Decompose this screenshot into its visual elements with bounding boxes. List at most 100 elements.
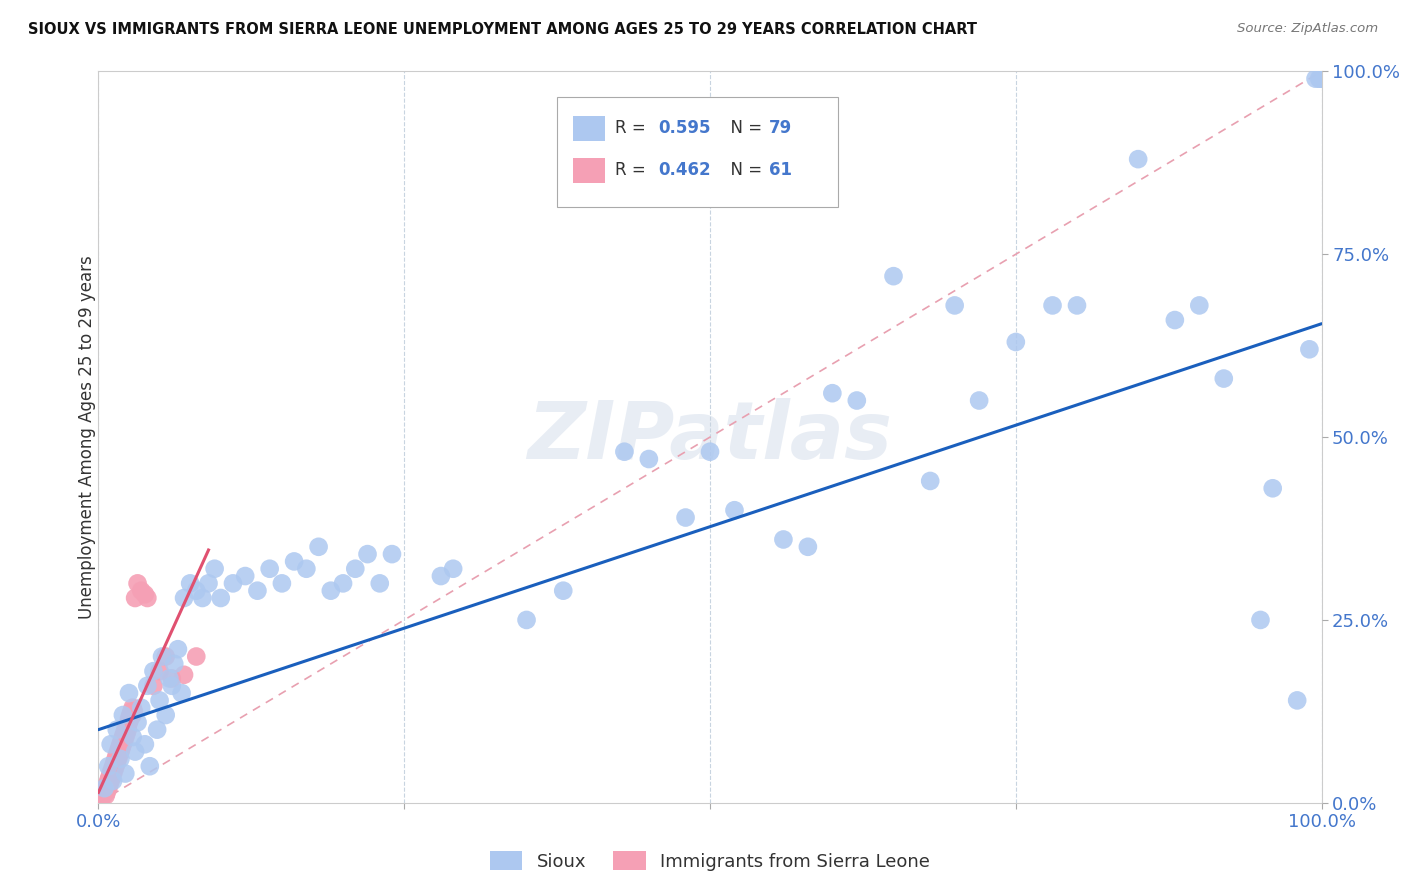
Point xyxy=(222,576,245,591)
Point xyxy=(129,583,152,598)
Point xyxy=(107,745,129,759)
Text: 0.462: 0.462 xyxy=(658,161,711,179)
Point xyxy=(1004,334,1026,349)
Point xyxy=(111,730,134,744)
Point xyxy=(332,576,354,591)
Point xyxy=(1164,313,1187,327)
Point xyxy=(1310,71,1333,86)
Text: R =: R = xyxy=(614,161,651,179)
Point xyxy=(139,759,162,773)
Point xyxy=(100,737,122,751)
Point xyxy=(150,649,173,664)
Point xyxy=(259,562,281,576)
Point xyxy=(967,393,990,408)
Point xyxy=(155,708,177,723)
Point xyxy=(142,679,165,693)
Point xyxy=(110,752,132,766)
FancyBboxPatch shape xyxy=(574,158,605,183)
FancyBboxPatch shape xyxy=(574,116,605,141)
Point xyxy=(120,705,142,719)
Point xyxy=(112,733,135,747)
Legend: Sioux, Immigrants from Sierra Leone: Sioux, Immigrants from Sierra Leone xyxy=(482,844,938,878)
Point xyxy=(204,562,226,576)
Point xyxy=(129,700,152,714)
Point xyxy=(124,745,146,759)
Point xyxy=(105,756,128,770)
Point xyxy=(93,781,115,796)
Point xyxy=(107,752,129,766)
Point xyxy=(121,700,143,714)
Point xyxy=(149,664,172,678)
Point xyxy=(772,533,794,547)
Point xyxy=(114,723,136,737)
Point xyxy=(1128,152,1150,166)
Point xyxy=(191,591,214,605)
Point xyxy=(112,726,135,740)
Point xyxy=(136,591,159,605)
Point xyxy=(122,705,145,719)
Point xyxy=(157,672,180,686)
Point xyxy=(134,587,156,601)
Point xyxy=(127,576,149,591)
Point xyxy=(381,547,404,561)
Point xyxy=(1212,371,1234,385)
Point xyxy=(246,583,269,598)
Point xyxy=(845,393,868,408)
Text: SIOUX VS IMMIGRANTS FROM SIERRA LEONE UNEMPLOYMENT AMONG AGES 25 TO 29 YEARS COR: SIOUX VS IMMIGRANTS FROM SIERRA LEONE UN… xyxy=(28,22,977,37)
Point xyxy=(97,773,120,788)
Point xyxy=(117,723,139,737)
Point xyxy=(638,452,661,467)
Point xyxy=(103,756,125,770)
Point xyxy=(170,686,193,700)
Point xyxy=(104,752,127,766)
Point xyxy=(356,547,378,561)
Point xyxy=(100,766,122,780)
Point xyxy=(821,386,844,401)
Point xyxy=(515,613,537,627)
Point xyxy=(93,787,115,801)
Point xyxy=(114,730,136,744)
Point xyxy=(96,785,118,799)
Point xyxy=(136,679,159,693)
Point xyxy=(943,298,966,312)
Point xyxy=(115,719,138,733)
Text: 0.595: 0.595 xyxy=(658,120,711,137)
Point xyxy=(167,642,190,657)
Point xyxy=(344,562,367,576)
Text: ZIPatlas: ZIPatlas xyxy=(527,398,893,476)
Point xyxy=(186,583,208,598)
Point xyxy=(103,763,125,777)
Point xyxy=(121,730,143,744)
Point xyxy=(101,759,124,773)
Point xyxy=(98,777,121,792)
Point xyxy=(100,773,122,788)
Point xyxy=(93,785,115,799)
Point xyxy=(160,679,183,693)
Point xyxy=(197,576,219,591)
Point xyxy=(723,503,745,517)
Point xyxy=(1309,71,1331,86)
Point xyxy=(209,591,232,605)
Point xyxy=(98,770,121,784)
Point xyxy=(101,766,124,780)
Point xyxy=(120,712,142,726)
Point xyxy=(146,723,169,737)
Point xyxy=(553,583,575,598)
Point xyxy=(108,748,131,763)
Text: 79: 79 xyxy=(769,120,792,137)
Point xyxy=(797,540,820,554)
Point xyxy=(1042,298,1064,312)
Point xyxy=(105,748,128,763)
Text: 61: 61 xyxy=(769,161,792,179)
Point xyxy=(94,789,117,803)
Point xyxy=(149,693,172,707)
Point xyxy=(104,759,127,773)
Text: Source: ZipAtlas.com: Source: ZipAtlas.com xyxy=(1237,22,1378,36)
Point xyxy=(441,562,464,576)
Point xyxy=(675,510,697,524)
Point xyxy=(1188,298,1211,312)
Point xyxy=(101,773,124,788)
Point xyxy=(1261,481,1284,495)
Point xyxy=(114,766,136,780)
Point xyxy=(115,726,138,740)
